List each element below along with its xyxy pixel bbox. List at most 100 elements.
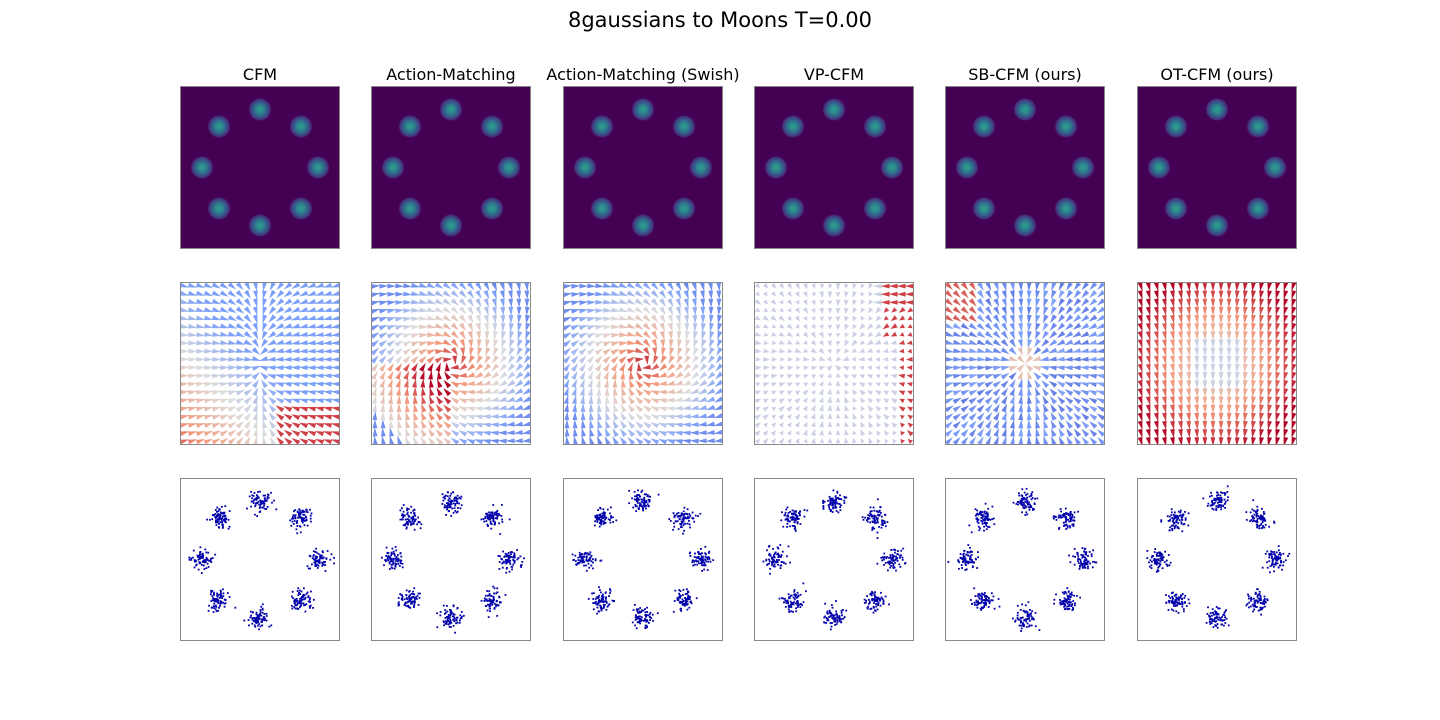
- vector-arrow: [243, 412, 252, 421]
- sample-point: [1079, 564, 1081, 567]
- sample-point: [264, 494, 266, 497]
- sample-point: [1031, 491, 1034, 494]
- vector-arrow: [1063, 365, 1073, 371]
- vector-arrow: [1056, 330, 1066, 339]
- vector-arrow: [427, 436, 436, 445]
- sample-point: [292, 517, 295, 520]
- vector-arrow: [484, 355, 491, 364]
- sample-point: [982, 599, 984, 602]
- sample-point: [581, 553, 584, 556]
- vector-arrow: [665, 439, 676, 445]
- sample-point: [204, 561, 206, 564]
- sample-point: [308, 605, 311, 608]
- sample-point: [505, 559, 508, 562]
- column-title-action-matching: Action-Matching: [386, 65, 516, 84]
- vector-arrow: [860, 283, 865, 289]
- vector-arrow: [180, 406, 190, 412]
- vector-arrow: [235, 397, 245, 404]
- sample-point: [700, 558, 703, 561]
- vector-arrow: [1035, 435, 1040, 445]
- vector-arrow: [372, 411, 378, 421]
- sample-point: [877, 521, 879, 524]
- vector-arrow: [802, 291, 808, 298]
- vector-arrow: [450, 282, 459, 290]
- sample-point: [389, 560, 392, 562]
- sample-point: [509, 559, 512, 562]
- vector-arrow: [381, 427, 386, 437]
- sample-point: [888, 563, 891, 566]
- sample-point: [1072, 519, 1074, 522]
- vector-arrow: [818, 356, 826, 361]
- vector-arrow: [1027, 323, 1032, 333]
- sample-point: [243, 619, 246, 622]
- sample-point: [1019, 502, 1021, 505]
- vector-arrow: [968, 322, 978, 330]
- sample-point: [901, 558, 904, 561]
- vector-arrow: [778, 331, 786, 337]
- sample-point: [876, 519, 879, 522]
- sample-point: [987, 600, 990, 602]
- vector-arrow: [276, 421, 285, 429]
- vector-arrow: [426, 307, 437, 313]
- sample-point: [602, 596, 605, 598]
- vector-arrow: [587, 378, 593, 388]
- vector-arrow: [1066, 436, 1073, 445]
- vector-arrow: [818, 381, 824, 387]
- vector-arrow: [306, 307, 317, 313]
- vector-arrow: [262, 419, 268, 429]
- vector-arrow: [180, 414, 190, 420]
- vector-arrow: [1001, 395, 1008, 405]
- vector-arrow: [1088, 306, 1098, 314]
- sample-point: [307, 600, 310, 603]
- sample-point: [895, 555, 897, 558]
- vector-arrow: [253, 427, 258, 437]
- sample-point: [505, 555, 508, 558]
- vector-arrow: [852, 299, 857, 306]
- sample-point: [263, 497, 266, 499]
- sample-point: [701, 564, 703, 567]
- vector-arrow: [330, 439, 340, 445]
- sample-point: [1079, 560, 1082, 563]
- vector-arrow: [953, 356, 963, 362]
- vector-arrow: [907, 414, 914, 420]
- vector-arrow: [500, 323, 506, 333]
- vector-arrow: [835, 396, 841, 403]
- vector-arrow: [811, 389, 816, 395]
- sample-point: [635, 499, 638, 501]
- vector-arrow: [450, 330, 459, 339]
- sample-point: [1087, 560, 1090, 563]
- sample-point: [1079, 596, 1081, 599]
- vector-arrow: [1087, 382, 1098, 388]
- vector-arrow: [235, 405, 245, 413]
- vector-arrow: [481, 439, 491, 445]
- sample-point: [1022, 622, 1024, 624]
- vector-arrow: [1072, 339, 1082, 346]
- vector-arrow: [314, 365, 324, 370]
- vector-arrow: [1097, 290, 1105, 298]
- vector-arrow: [827, 430, 833, 435]
- vector-arrow: [299, 298, 309, 305]
- vector-arrow: [755, 365, 762, 371]
- vector-arrow: [786, 422, 792, 428]
- vector-arrow: [468, 355, 475, 365]
- sample-point: [255, 616, 258, 619]
- sample-point: [264, 617, 266, 620]
- sample-point: [188, 556, 191, 559]
- sample-point: [990, 592, 993, 595]
- vector-arrow: [413, 403, 419, 413]
- sample-point: [1085, 563, 1087, 566]
- sample-point: [977, 551, 979, 553]
- vector-arrow: [602, 348, 612, 356]
- vector-arrow: [619, 323, 629, 329]
- sample-point: [1023, 504, 1026, 506]
- sample-point: [222, 523, 224, 526]
- vector-arrow: [976, 381, 986, 388]
- sample-point: [890, 549, 893, 551]
- vector-arrow: [610, 299, 621, 304]
- vector-arrow: [475, 306, 482, 316]
- vector-arrow: [1072, 404, 1082, 413]
- sample-point: [1084, 566, 1087, 569]
- vector-arrow: [465, 422, 476, 429]
- vector-arrow: [595, 325, 605, 330]
- sample-point: [223, 602, 226, 605]
